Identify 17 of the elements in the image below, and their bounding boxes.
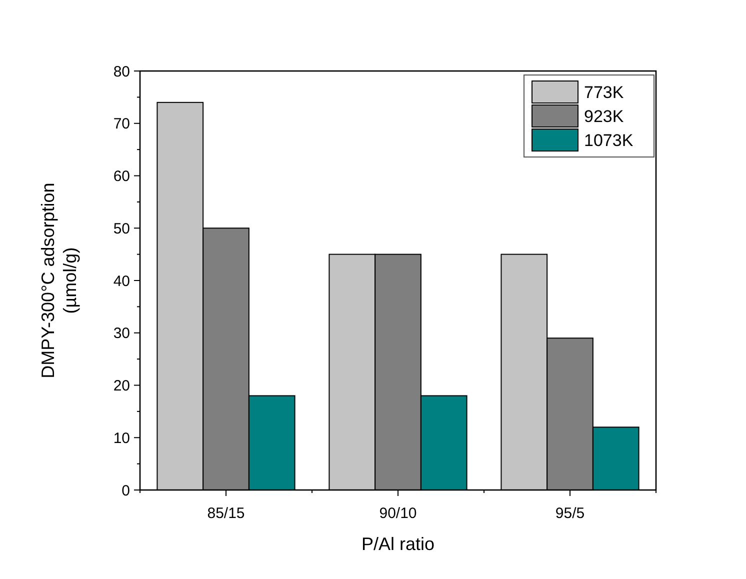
legend-label: 1073K bbox=[584, 130, 634, 150]
x-tick-label: 95/5 bbox=[555, 505, 585, 522]
y-tick-label: 30 bbox=[113, 325, 130, 342]
legend-label: 923K bbox=[584, 106, 624, 126]
y-tick-label: 40 bbox=[113, 272, 130, 290]
x-tick-label: 85/15 bbox=[207, 505, 245, 522]
legend-label: 773K bbox=[584, 82, 624, 102]
y-tick-label: 60 bbox=[113, 168, 130, 185]
y-axis-title: DMPY-300°C adsorption (µmol/g) bbox=[38, 182, 80, 378]
x-tick-label: 90/10 bbox=[379, 505, 417, 522]
y-tick-label: 0 bbox=[122, 482, 130, 500]
y-tick-label: 70 bbox=[113, 116, 130, 133]
y-tick-label: 50 bbox=[113, 220, 130, 238]
x-axis-title: P/Al ratio bbox=[361, 534, 435, 554]
y-tick-label: 20 bbox=[113, 378, 130, 394]
y-tick-label: 10 bbox=[113, 430, 130, 447]
y-tick-label: 80 bbox=[113, 63, 130, 80]
